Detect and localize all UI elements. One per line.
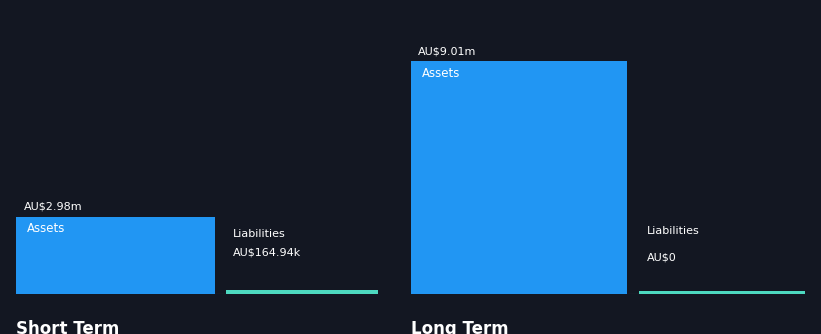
Text: Long Term: Long Term — [410, 320, 508, 334]
Text: AU$2.98m: AU$2.98m — [24, 202, 82, 212]
Bar — [16, 217, 215, 294]
Text: Short Term: Short Term — [16, 320, 120, 334]
Bar — [410, 61, 627, 294]
Text: Assets: Assets — [422, 66, 461, 79]
Bar — [226, 290, 378, 294]
Text: Liabilities: Liabilities — [647, 226, 699, 236]
Text: Assets: Assets — [27, 222, 66, 235]
Text: AU$0: AU$0 — [647, 252, 677, 262]
Text: AU$9.01m: AU$9.01m — [419, 46, 477, 56]
Text: Liabilities: Liabilities — [233, 228, 286, 238]
Text: AU$164.94k: AU$164.94k — [233, 248, 301, 258]
Bar — [639, 291, 805, 294]
